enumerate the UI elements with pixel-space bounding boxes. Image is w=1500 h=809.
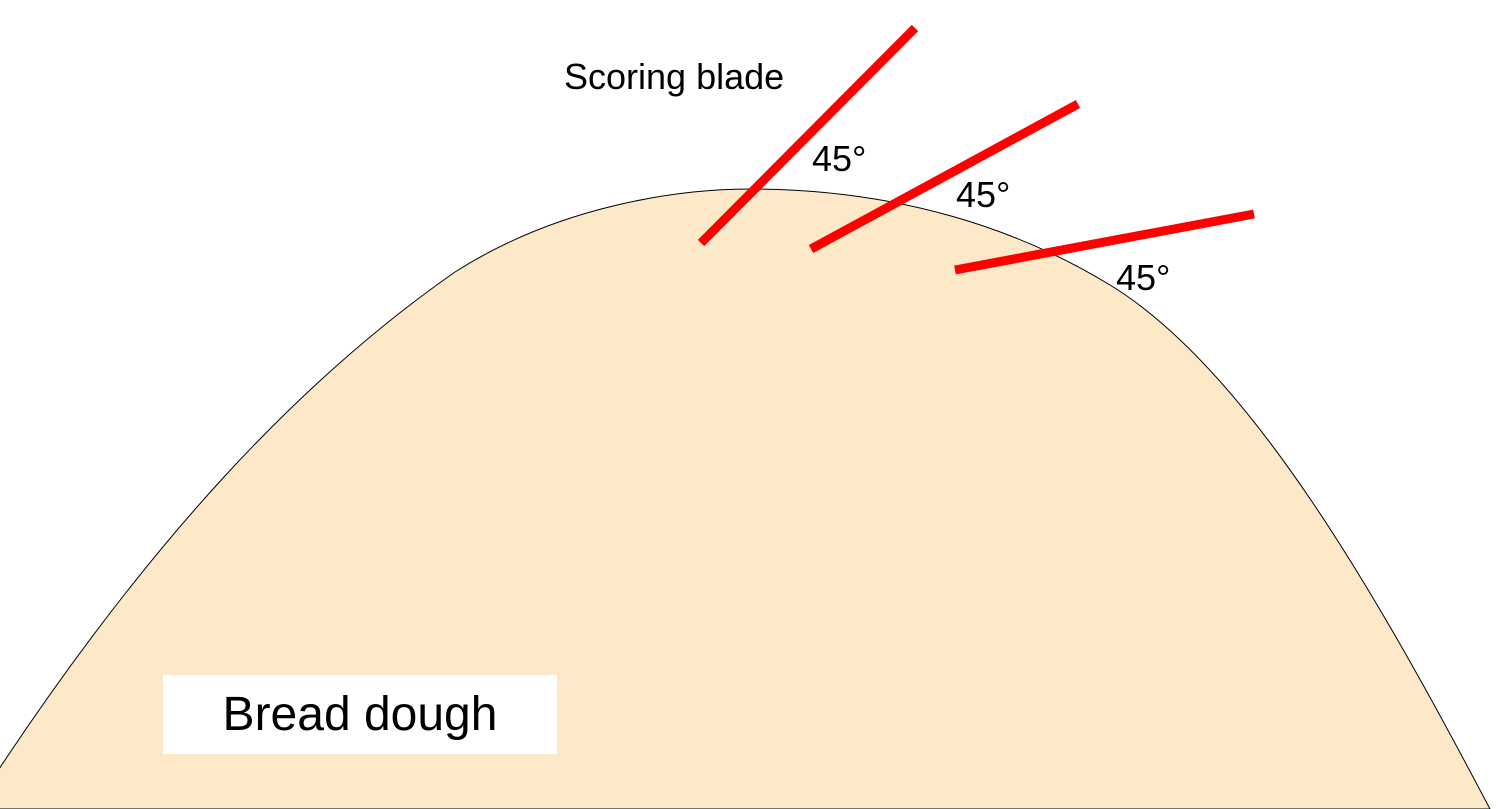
- angle-label-2: 45°: [956, 174, 1011, 215]
- blade-3: [954, 209, 1255, 275]
- blade-1: [697, 24, 919, 247]
- blade-label: Scoring blade: [564, 56, 785, 97]
- angle-label-3: 45°: [1116, 257, 1171, 298]
- angle-label-1: 45°: [812, 138, 867, 179]
- dough-label-box: Bread dough: [163, 675, 557, 754]
- dough-label: Bread dough: [222, 688, 498, 741]
- blade-2: [808, 100, 1081, 253]
- dough-shape: [0, 188, 1491, 809]
